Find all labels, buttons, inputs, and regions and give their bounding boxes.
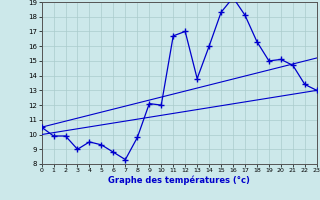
X-axis label: Graphe des températures (°c): Graphe des températures (°c) [108, 176, 250, 185]
